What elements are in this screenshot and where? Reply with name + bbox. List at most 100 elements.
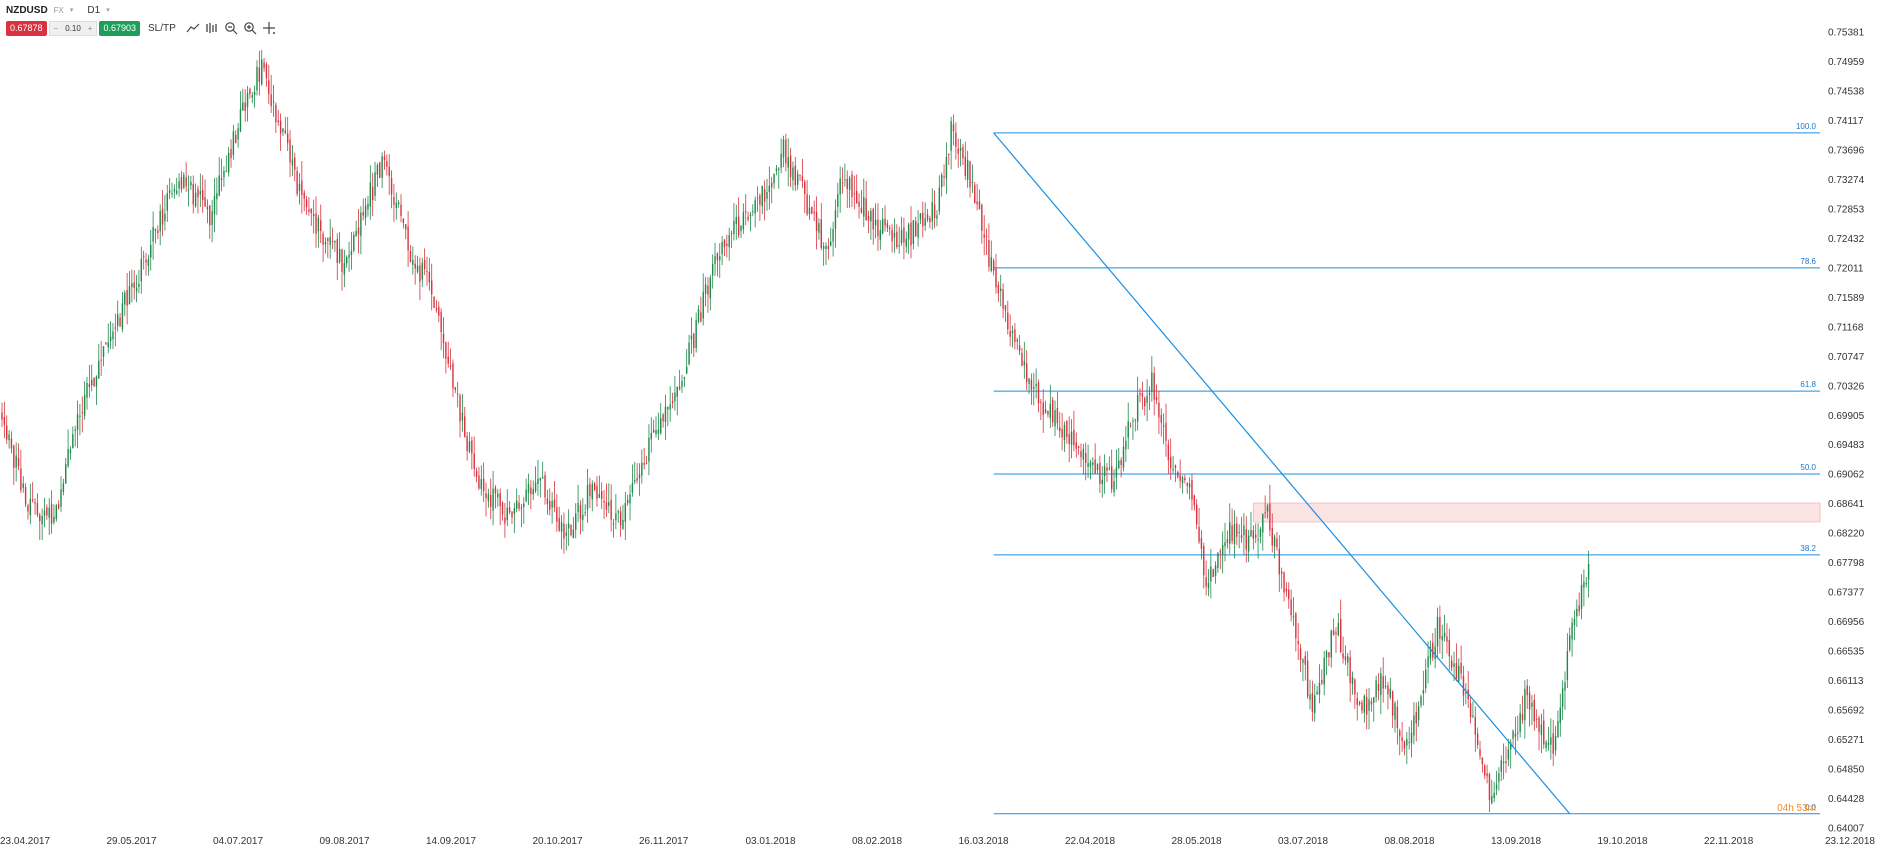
candle-body (34, 502, 36, 504)
candle-body (1486, 773, 1488, 777)
candle-body (530, 487, 532, 495)
y-axis-tick-label: 0.69905 (1828, 411, 1865, 422)
candle-body (787, 157, 789, 168)
candle-body (317, 217, 320, 232)
candle-body (490, 495, 492, 507)
candle-body (1571, 622, 1573, 640)
fib-level-label: 50.0 (1800, 463, 1816, 472)
candle-body (584, 512, 586, 514)
buy-button[interactable]: 0.67903 (99, 20, 141, 36)
candle-body (1380, 673, 1382, 695)
candle-body (471, 440, 473, 454)
candle-body (1351, 677, 1354, 685)
candle-body (395, 203, 398, 208)
candle-body (416, 265, 419, 272)
candle-body (343, 263, 346, 275)
candle-body (1344, 656, 1347, 661)
candle-body (251, 95, 253, 98)
candle-body (409, 251, 412, 262)
candle-body (1484, 765, 1486, 776)
candle-body (870, 210, 872, 222)
candle-body (1314, 695, 1316, 714)
y-axis-tick-label: 0.68220 (1828, 529, 1865, 540)
candle-body (1321, 679, 1323, 684)
x-axis-tick-label: 04.07.2017 (213, 836, 263, 847)
candle-body (232, 131, 235, 156)
sell-button[interactable]: 0.67878 (6, 20, 47, 36)
zoom-out-icon[interactable] (224, 21, 238, 35)
candle-body (95, 376, 98, 387)
candle-body (166, 193, 168, 211)
candle-body (376, 165, 379, 175)
candle-body (100, 359, 102, 361)
candle-body (383, 156, 386, 160)
lot-increase-button[interactable]: + (87, 23, 93, 33)
candle-body (926, 214, 929, 220)
lot-decrease-button[interactable]: − (53, 23, 59, 33)
candle-body (749, 214, 752, 217)
candle-body (1318, 682, 1321, 695)
candle-body (1382, 676, 1384, 689)
candle-body (60, 489, 62, 507)
candle-body (855, 190, 858, 204)
symbol-selector[interactable]: NZDUSD (6, 4, 48, 16)
candle-body (768, 185, 771, 193)
candle-body (648, 437, 650, 462)
candle-body (36, 503, 39, 515)
candle-body (1276, 538, 1278, 548)
candle-body (83, 394, 86, 416)
candle-body (943, 176, 945, 178)
candle-body (1512, 730, 1514, 739)
candle-body (1037, 382, 1040, 404)
candle-body (645, 463, 648, 465)
candle-body (414, 263, 416, 269)
candle-body (532, 488, 534, 495)
candle-body (369, 182, 372, 207)
candle-body (693, 333, 695, 349)
candle-body (1481, 757, 1484, 765)
candle-body (249, 88, 251, 95)
candle-body (1361, 702, 1363, 711)
candle-body (1583, 581, 1585, 588)
candle-body (1205, 577, 1207, 587)
candle-body (1391, 691, 1394, 716)
candle-body (1280, 571, 1283, 574)
candle-body (230, 149, 232, 158)
candle-body (1136, 395, 1139, 422)
lot-size-value[interactable]: 0.10 (65, 23, 81, 33)
crosshair-icon[interactable] (262, 21, 276, 35)
bar-chart-icon[interactable] (205, 21, 219, 35)
candle-body (1110, 466, 1113, 490)
candle-body (742, 212, 745, 230)
candle-body (79, 415, 81, 417)
x-axis-tick-label: 20.10.2017 (533, 836, 583, 847)
candle-body (1250, 530, 1252, 537)
candle-body (985, 235, 988, 237)
zoom-in-icon[interactable] (243, 21, 257, 35)
candle-body (1271, 528, 1273, 546)
symbol-dropdown-icon[interactable]: ▾ (69, 7, 74, 14)
candle-body (1195, 504, 1198, 525)
timeframe-selector[interactable]: D1 (87, 4, 101, 16)
candle-body (466, 436, 468, 452)
candle-body (1288, 589, 1290, 600)
lot-size-stepper[interactable]: − 0.10 + (48, 20, 98, 36)
candle-body (966, 160, 969, 180)
candle-body (1420, 696, 1422, 706)
line-tool-icon[interactable] (186, 21, 200, 35)
candle-body (253, 91, 256, 95)
candle-body (482, 478, 485, 492)
candle-body (1297, 641, 1299, 645)
candle-body (617, 511, 619, 513)
timeframe-dropdown-icon[interactable]: ▾ (106, 7, 110, 14)
candle-body (1207, 582, 1210, 589)
candle-body (808, 207, 811, 215)
x-axis-tick-label: 16.03.2018 (959, 836, 1009, 847)
candle-body (201, 190, 204, 201)
candle-body (1554, 735, 1557, 751)
candle-body (485, 493, 487, 499)
sltp-button[interactable]: SL/TP (148, 22, 176, 34)
candle-body (1063, 424, 1066, 440)
candle-body (844, 179, 846, 181)
